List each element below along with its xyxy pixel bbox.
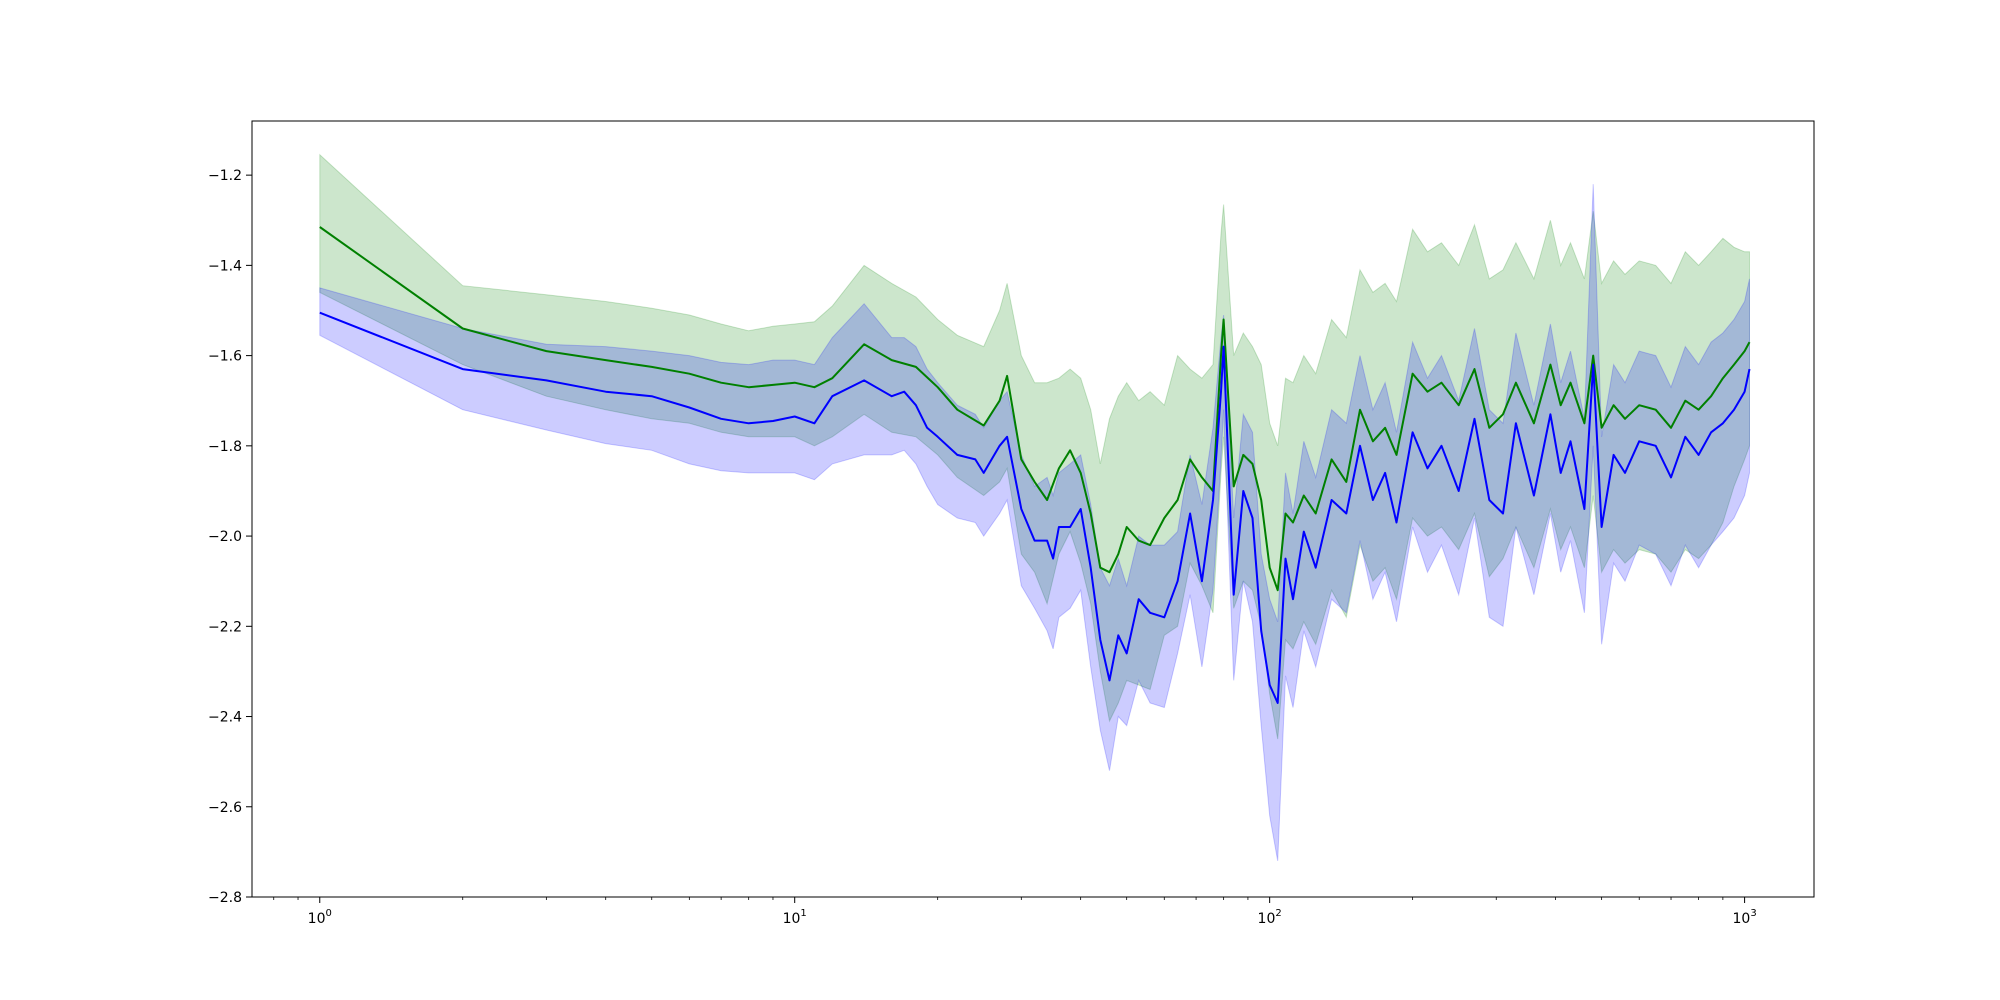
y-tick-label: −1.4 xyxy=(208,258,242,274)
y-tick-label: −2.4 xyxy=(208,710,242,726)
axes-frame xyxy=(251,120,1815,898)
y-tick-label: −1.8 xyxy=(208,439,242,455)
y-tick-label: −2.2 xyxy=(208,619,242,635)
x-tick-label: 100 xyxy=(308,908,332,927)
series-lines xyxy=(319,226,1751,704)
y-tick-label: −1.2 xyxy=(208,168,242,184)
x-tick-label: 103 xyxy=(1732,908,1756,927)
y-tick-label: −2.6 xyxy=(208,800,242,816)
x-tick-label: 102 xyxy=(1258,908,1282,927)
y-tick-label: −1.6 xyxy=(208,349,242,365)
x-axis: 100 101 102 103 xyxy=(273,897,1757,927)
series-1-line xyxy=(319,226,1751,592)
series-1-band xyxy=(319,153,1750,740)
x-tick-label: 101 xyxy=(783,908,807,927)
y-tick-label: −2.0 xyxy=(208,529,242,545)
y-axis: −1.2 −1.4 −1.6 −1.8 −2.0 −2.2 −2.4 −2.6 −2.8 xyxy=(208,168,252,906)
confidence-bands xyxy=(319,153,1750,861)
plot-area xyxy=(319,153,1751,861)
y-tick-label: −2.8 xyxy=(208,890,242,906)
series-2-band xyxy=(319,184,1750,861)
series-2-line xyxy=(319,311,1751,704)
